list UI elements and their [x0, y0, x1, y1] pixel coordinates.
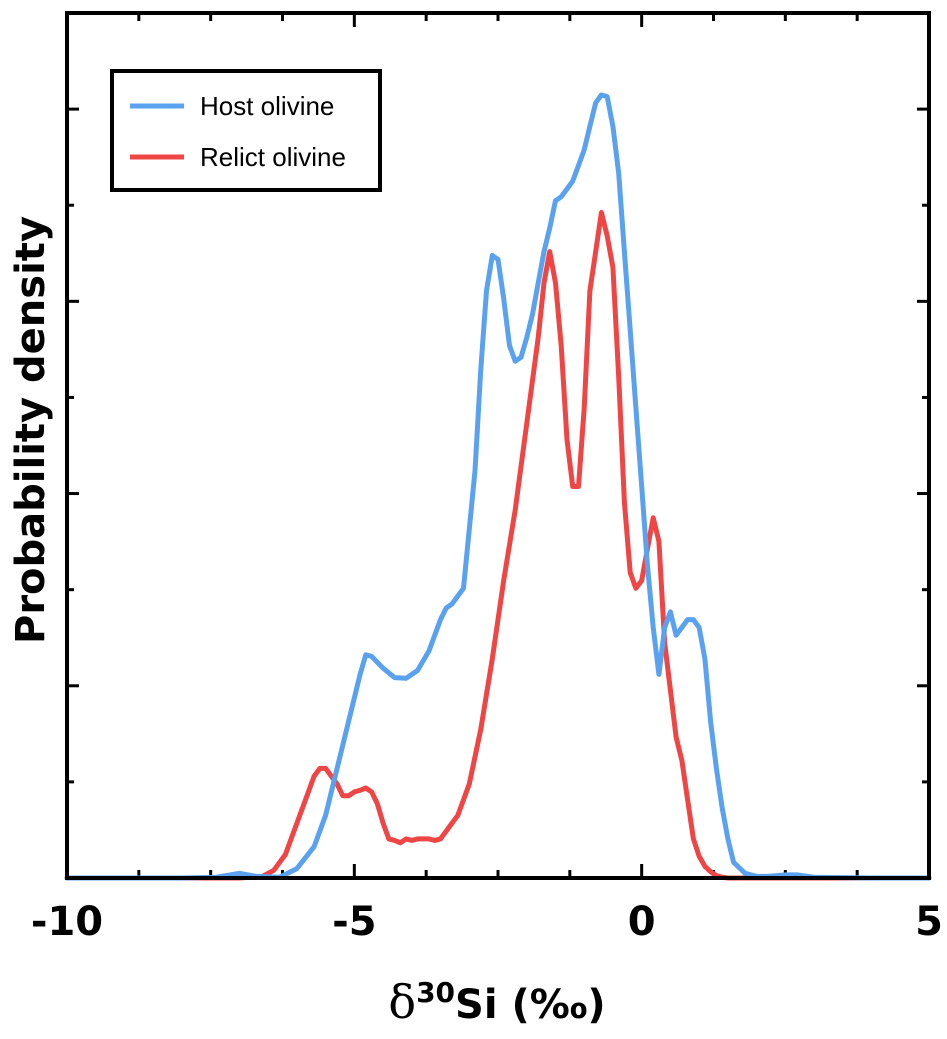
series-layer — [64, 92, 932, 881]
x-tick-label: -10 — [31, 899, 103, 945]
x-axis-title: δ30Si (‰) — [388, 975, 605, 1029]
series-line-relict-olivine — [64, 210, 932, 881]
plot-frame — [65, 11, 931, 880]
x-tick-label: 0 — [628, 899, 656, 945]
x-tick-label: -5 — [332, 899, 376, 945]
legend-label-host-olivine: Host olivine — [200, 91, 334, 121]
x-tick-labels: -10 -5 0 5 — [31, 899, 943, 945]
legend-label-relict-olivine: Relict olivine — [200, 142, 346, 172]
x-tick-label: 5 — [915, 899, 943, 945]
legend-box — [110, 69, 382, 192]
series-line-host-olivine — [64, 92, 932, 881]
legend: Host olivine Relict olivine — [110, 69, 382, 192]
y-axis-title: Probability density — [8, 216, 54, 644]
x-axis-title-superscript: 30 — [416, 976, 455, 1009]
x-axis-title-rest: Si (‰) — [455, 982, 606, 1028]
x-axis-title-delta: δ — [388, 975, 416, 1029]
